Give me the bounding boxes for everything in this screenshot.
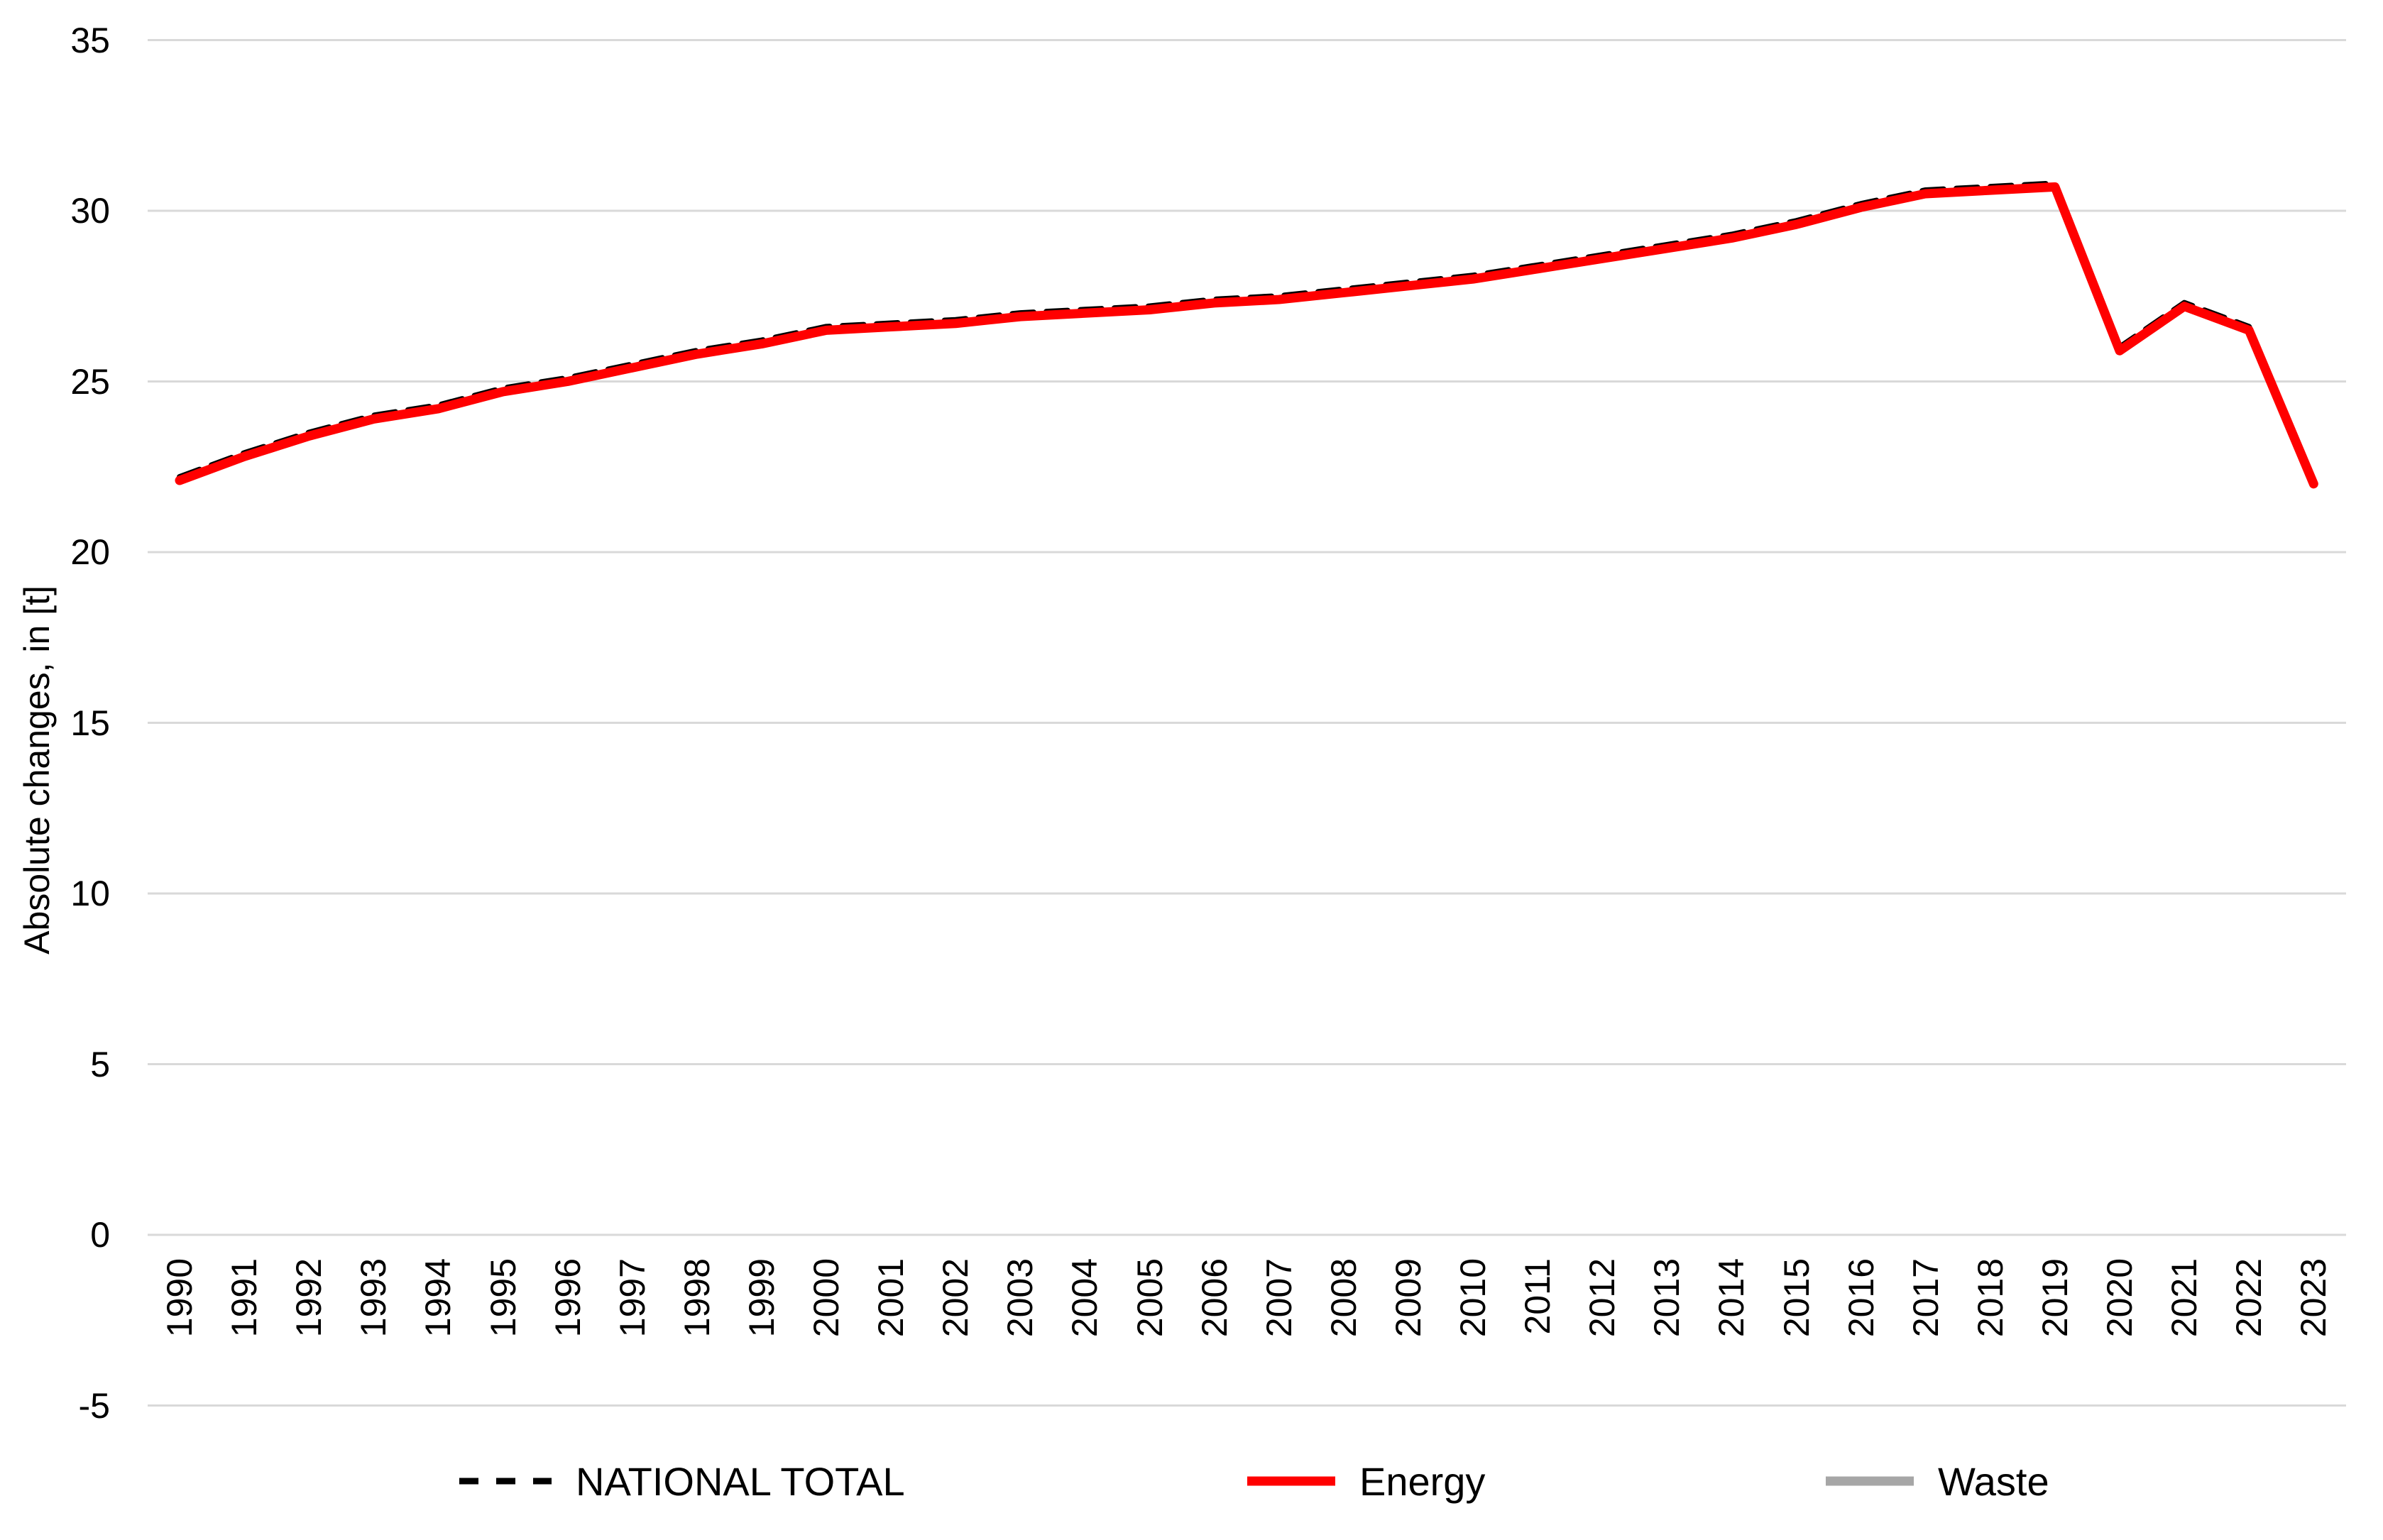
- x-tick-label-2023: 2023: [2294, 1258, 2334, 1338]
- legend: NATIONAL TOTAL Energy Waste: [0, 1449, 2383, 1513]
- x-tick-label-1997: 1997: [612, 1258, 652, 1338]
- y-tick-label-15: 15: [70, 703, 110, 743]
- x-tick-label-2004: 2004: [1065, 1258, 1105, 1338]
- x-tick-label-1994: 1994: [418, 1258, 459, 1338]
- legend-item-waste: Waste: [1826, 1449, 2049, 1513]
- x-tick-label-2008: 2008: [1323, 1258, 1364, 1338]
- y-tick-label-25: 25: [70, 361, 110, 402]
- y-tick-label-35: 35: [70, 20, 110, 60]
- x-tick-label-1991: 1991: [224, 1258, 265, 1338]
- y-axis-title: Absolute changes, in [t]: [17, 585, 57, 955]
- x-tick-label-2015: 2015: [1776, 1258, 1817, 1338]
- x-tick-label-2000: 2000: [806, 1258, 846, 1338]
- legend-label-waste: Waste: [1938, 1458, 2049, 1504]
- x-tick-label-2005: 2005: [1129, 1258, 1170, 1338]
- legend-item-energy: Energy: [1247, 1449, 1485, 1513]
- x-tick-label-2021: 2021: [2164, 1258, 2205, 1338]
- y-tick-label-0: 0: [90, 1215, 110, 1255]
- legend-item-national-total: NATIONAL TOTAL: [459, 1449, 905, 1513]
- x-tick-label-2006: 2006: [1194, 1258, 1234, 1338]
- x-tick-label-1990: 1990: [160, 1258, 199, 1338]
- solid-gray-line-swatch-icon: [1826, 1476, 1914, 1486]
- x-tick-label-1992: 1992: [289, 1258, 329, 1338]
- x-tick-label-2022: 2022: [2229, 1258, 2269, 1338]
- x-tick-label-2003: 2003: [1000, 1258, 1041, 1338]
- dashed-line-swatch-icon: [459, 1478, 552, 1485]
- x-tick-label-2011: 2011: [1518, 1258, 1558, 1335]
- legend-label-energy: Energy: [1359, 1458, 1486, 1504]
- x-tick-label-1996: 1996: [547, 1258, 588, 1338]
- y-tick-label-5: 5: [90, 1044, 110, 1084]
- x-tick-label-1998: 1998: [676, 1258, 717, 1338]
- x-tick-label-1999: 1999: [741, 1258, 782, 1338]
- legend-label-national-total: NATIONAL TOTAL: [576, 1458, 905, 1504]
- series-line-energy: [175, 182, 2318, 489]
- x-tick-label-2016: 2016: [1841, 1258, 1881, 1338]
- solid-red-line-swatch-icon: [1247, 1476, 1335, 1486]
- x-tick-label-2013: 2013: [1647, 1258, 1687, 1338]
- x-tick-label-2009: 2009: [1388, 1258, 1428, 1338]
- x-tick-label-1993: 1993: [354, 1258, 394, 1338]
- x-tick-label-2012: 2012: [1582, 1258, 1623, 1338]
- y-tick-label--5: -5: [78, 1385, 110, 1426]
- x-tick-label-2001: 2001: [871, 1258, 911, 1338]
- x-tick-label-2002: 2002: [936, 1258, 976, 1338]
- x-tick-label-2010: 2010: [1453, 1258, 1493, 1338]
- x-tick-label-2020: 2020: [2100, 1258, 2140, 1338]
- x-tick-label-2018: 2018: [1970, 1258, 2010, 1338]
- y-tick-label-30: 30: [70, 191, 110, 231]
- x-tick-label-2014: 2014: [1711, 1258, 1752, 1338]
- y-tick-label-20: 20: [70, 532, 110, 572]
- x-tick-label-2017: 2017: [1905, 1258, 1946, 1338]
- x-tick-label-1995: 1995: [483, 1258, 523, 1338]
- series-line-national-total: [177, 180, 2317, 483]
- y-tick-label-10: 10: [70, 874, 110, 913]
- x-tick-label-2019: 2019: [2034, 1258, 2075, 1338]
- x-tick-label-2007: 2007: [1259, 1258, 1299, 1338]
